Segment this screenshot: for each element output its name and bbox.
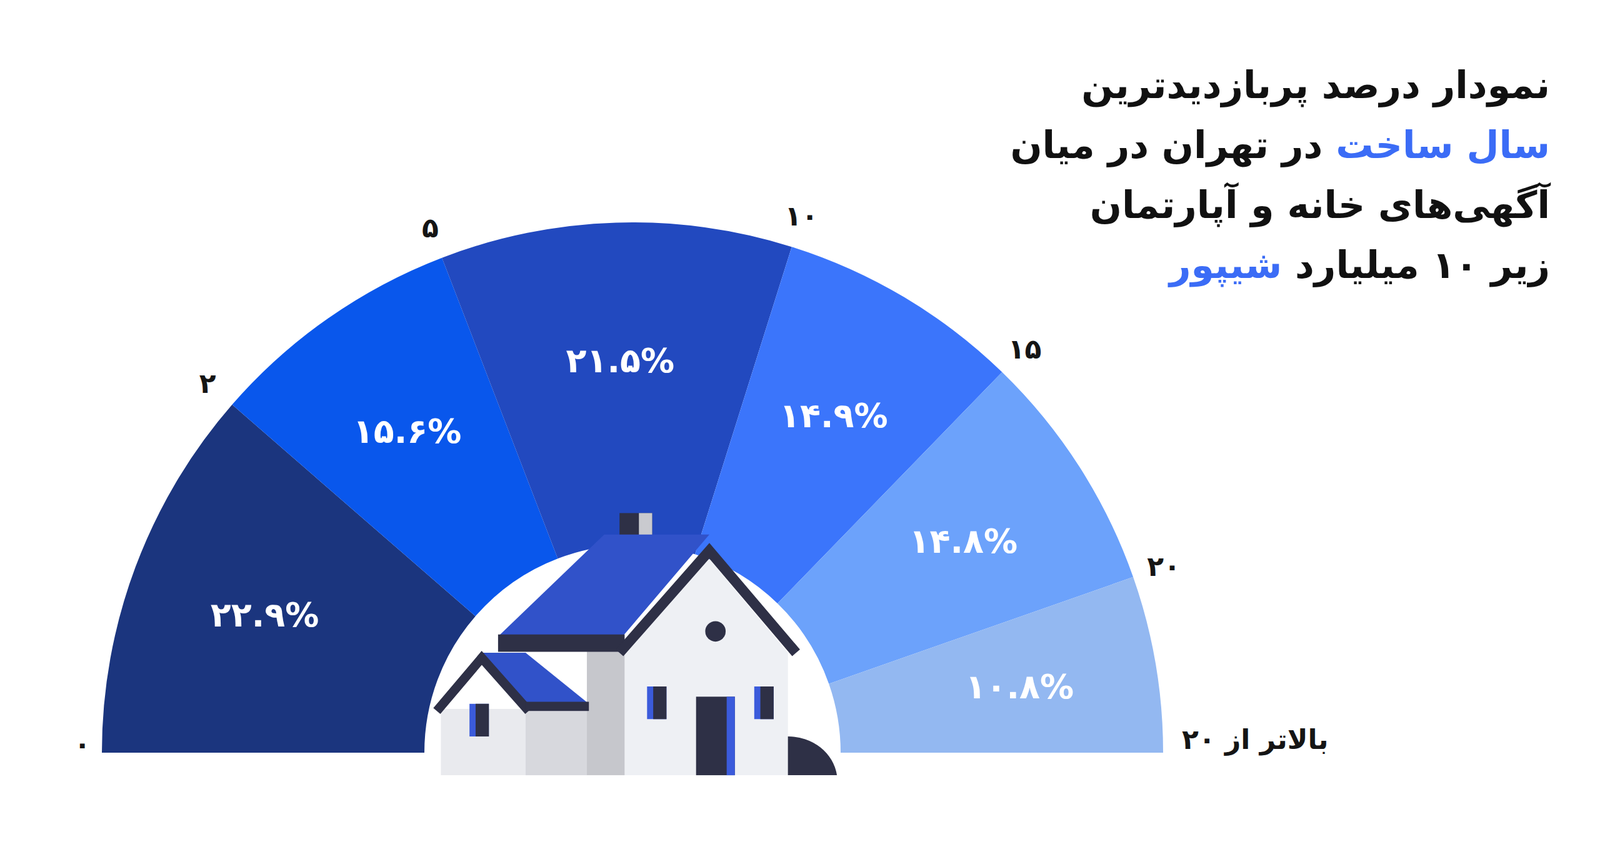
house-part <box>705 621 726 642</box>
house-part <box>760 686 774 720</box>
title-line: نمودار درصد پربازدیدترین <box>1010 55 1550 115</box>
segment <box>828 577 1164 754</box>
data-label: ۱۴.۹% <box>779 396 889 436</box>
boundary-label: ۱۵ <box>1008 333 1042 365</box>
house-part <box>788 736 837 776</box>
boundary-label: ۱۰ <box>785 200 819 232</box>
boundary-label: بالاتر از ۲۰ <box>1181 723 1329 757</box>
boundary-label: ۲۰ <box>1146 550 1181 583</box>
boundary-label: ۵ <box>421 211 439 244</box>
data-label: ۲۱.۵% <box>566 341 675 381</box>
house-part <box>440 709 587 776</box>
title-line: زیر ۱۰ میلیارد شیپور <box>1010 235 1550 295</box>
data-label: ۱۰.۸% <box>965 667 1075 707</box>
house-part <box>498 635 625 653</box>
house-part <box>754 686 774 720</box>
house-part <box>436 658 529 712</box>
title-highlight: شیپور <box>1169 243 1282 287</box>
data-label: ۲۲.۹% <box>210 595 320 635</box>
data-label: ۱۵.۶% <box>353 411 462 452</box>
title: نمودار درصد پربازدیدترینسال ساخت در تهرا… <box>1010 55 1550 295</box>
house-part <box>525 709 587 776</box>
house-icon <box>436 513 837 776</box>
boundary-label: ۲ <box>199 367 217 400</box>
boundary-label: ۰ <box>73 728 91 761</box>
house-part <box>525 702 589 712</box>
house-part <box>469 704 489 737</box>
house-part <box>586 649 625 776</box>
chart: ۲۲.۹% ۱۵.۶% ۲۱.۵% ۱۴.۹% ۱۴.۸% ۱۰.۸% ۰ ۲ ۵ ۱۰ ۱۵ ۲۰ ب… <box>0 0 1600 852</box>
data-label: ۱۴.۸% <box>909 521 1019 562</box>
title-line: آگهی‌های خانه و آپارتمان <box>1010 175 1550 235</box>
title-line: سال ساخت در تهران در میان <box>1010 115 1550 175</box>
house-part <box>646 686 667 720</box>
house-part <box>624 559 788 776</box>
house-part <box>696 696 735 776</box>
house-part <box>726 696 735 776</box>
house-part <box>619 551 797 654</box>
house-part <box>475 704 489 737</box>
house-part <box>653 686 667 720</box>
title-highlight: سال ساخت <box>1335 123 1550 167</box>
